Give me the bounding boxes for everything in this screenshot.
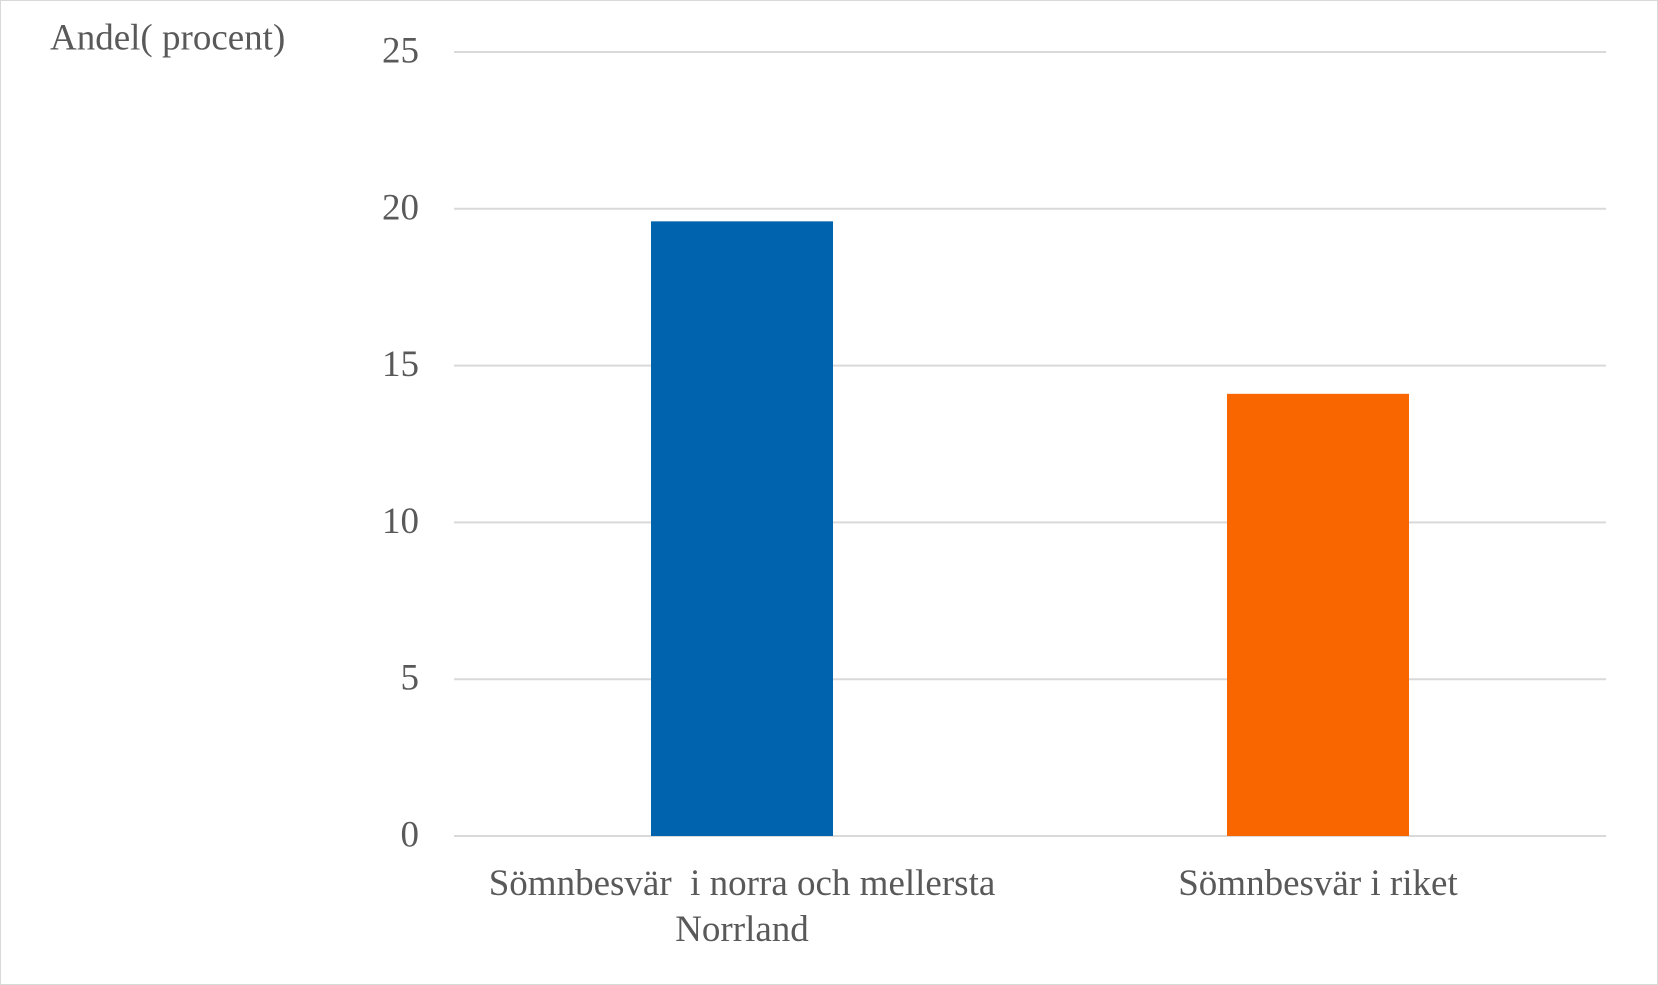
y-axis-label: Andel( procent) [50,17,285,58]
bar [1226,393,1410,836]
bar [650,221,834,836]
y-tick-label: 0 [401,814,420,855]
y-tick-label: 25 [382,30,419,71]
y-tick-label: 5 [401,658,420,699]
y-tick-label: 20 [382,187,419,228]
x-tick-label: Sömnbesvär i riket [1178,863,1458,904]
x-tick-label: Sömnbesvär i norra och mellersta Norrlan… [488,863,1005,950]
y-tick-label: 10 [382,501,419,542]
y-tick-label: 15 [382,344,419,385]
